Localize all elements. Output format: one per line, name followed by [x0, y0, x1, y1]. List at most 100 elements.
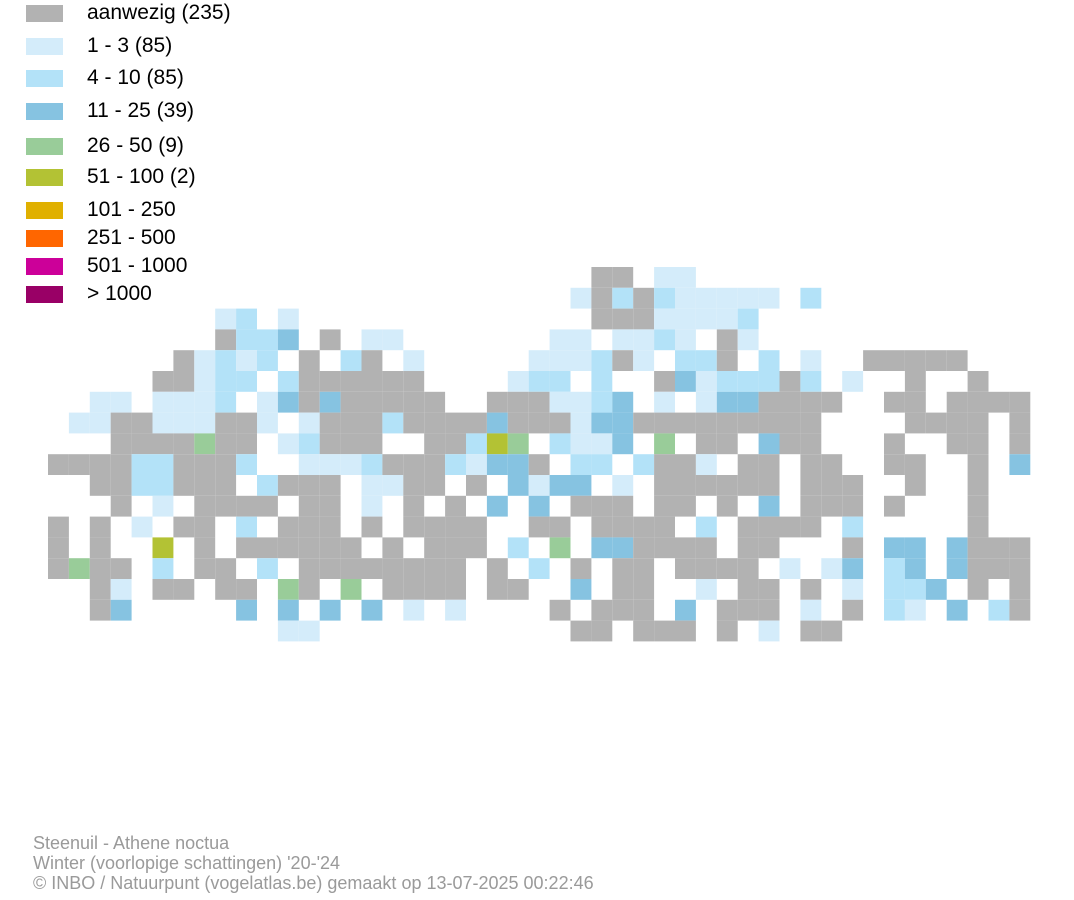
- map-cell: [445, 495, 466, 517]
- map-cell: [946, 350, 968, 371]
- map-cell: [716, 308, 738, 330]
- map-cell: [319, 516, 341, 538]
- map-cell: [654, 516, 675, 538]
- map-cell: [800, 579, 822, 600]
- map-cell: [507, 537, 529, 559]
- map-cell: [131, 516, 153, 538]
- map-cell: [236, 329, 257, 351]
- map-cell: [570, 454, 592, 475]
- legend-item: 501 - 1000: [26, 254, 326, 277]
- map-cell: [904, 599, 926, 621]
- map-cell: [695, 391, 717, 413]
- map-cell: [633, 558, 655, 579]
- map-cell: [403, 454, 425, 475]
- map-cell: [236, 599, 257, 621]
- map-cell: [215, 433, 237, 455]
- map-cell: [591, 537, 613, 559]
- map-cell: [194, 433, 216, 455]
- map-cell: [403, 475, 425, 496]
- map-cell: [361, 433, 383, 455]
- map-cell: [591, 391, 613, 413]
- map-cell: [695, 475, 717, 496]
- map-cell: [716, 475, 738, 496]
- map-cell: [89, 454, 111, 475]
- map-cell: [904, 537, 926, 559]
- map-cell: [633, 329, 655, 351]
- map-cell: [257, 412, 278, 434]
- map-cell: [445, 558, 466, 579]
- map-cell: [904, 371, 926, 392]
- map-cell: [591, 267, 613, 288]
- map-cell: [612, 475, 634, 496]
- map-cell: [800, 371, 822, 392]
- map-cell: [884, 433, 905, 455]
- map-cell: [967, 537, 989, 559]
- map-cell: [319, 371, 341, 392]
- map-cell: [549, 516, 571, 538]
- map-cell: [758, 412, 780, 434]
- map-cell: [89, 558, 111, 579]
- map-cell: [528, 412, 550, 434]
- map-cell: [716, 495, 738, 517]
- map-cell: [591, 620, 613, 642]
- map-cell: [110, 433, 132, 455]
- map-cell: [382, 329, 404, 351]
- map-cell: [466, 516, 487, 538]
- map-cell: [591, 371, 613, 392]
- map-cell: [236, 412, 257, 434]
- map-cell: [842, 558, 864, 579]
- map-cell: [486, 433, 508, 455]
- map-cell: [194, 391, 216, 413]
- map-cell: [842, 579, 864, 600]
- map-cell: [612, 599, 634, 621]
- map-cell: [361, 495, 383, 517]
- map-cell: [194, 350, 216, 371]
- map-cell: [675, 620, 696, 642]
- map-cell: [842, 599, 864, 621]
- map-cell: [236, 433, 257, 455]
- map-cell: [988, 599, 1010, 621]
- map-cell: [236, 537, 257, 559]
- legend-item: > 1000: [26, 282, 326, 305]
- map-cell: [716, 412, 738, 434]
- map-cell: [361, 412, 383, 434]
- map-cell: [758, 433, 780, 455]
- map-cell: [675, 412, 696, 434]
- map-cell: [591, 454, 613, 475]
- map-cell: [403, 599, 425, 621]
- map-cell: [236, 495, 257, 517]
- map-cell: [424, 516, 446, 538]
- map-cell: [842, 537, 864, 559]
- map-cell: [528, 350, 550, 371]
- map-cell: [758, 371, 780, 392]
- map-cell: [194, 412, 216, 434]
- map-cell: [1009, 599, 1031, 621]
- map-cell: [884, 495, 905, 517]
- map-cell: [361, 371, 383, 392]
- map-cell: [758, 579, 780, 600]
- map-cell: [486, 391, 508, 413]
- map-cell: [382, 454, 404, 475]
- map-cell: [654, 329, 675, 351]
- map-cell: [758, 475, 780, 496]
- map-cell: [904, 558, 926, 579]
- map-cell: [445, 454, 466, 475]
- map-cell: [800, 412, 822, 434]
- map-cell: [758, 287, 780, 309]
- map-cell: [340, 350, 362, 371]
- map-cell: [507, 454, 529, 475]
- map-cell: [361, 454, 383, 475]
- map-cell: [236, 350, 257, 371]
- legend-swatch: [26, 38, 63, 55]
- map-cell: [89, 579, 111, 600]
- map-cell: [633, 620, 655, 642]
- map-cell: [758, 599, 780, 621]
- map-cell: [194, 475, 216, 496]
- map-cell: [737, 579, 759, 600]
- map-cell: [904, 454, 926, 475]
- map-cell: [48, 537, 69, 559]
- map-cell: [758, 350, 780, 371]
- map-cell: [654, 371, 675, 392]
- map-cell: [758, 516, 780, 538]
- map-cell: [361, 558, 383, 579]
